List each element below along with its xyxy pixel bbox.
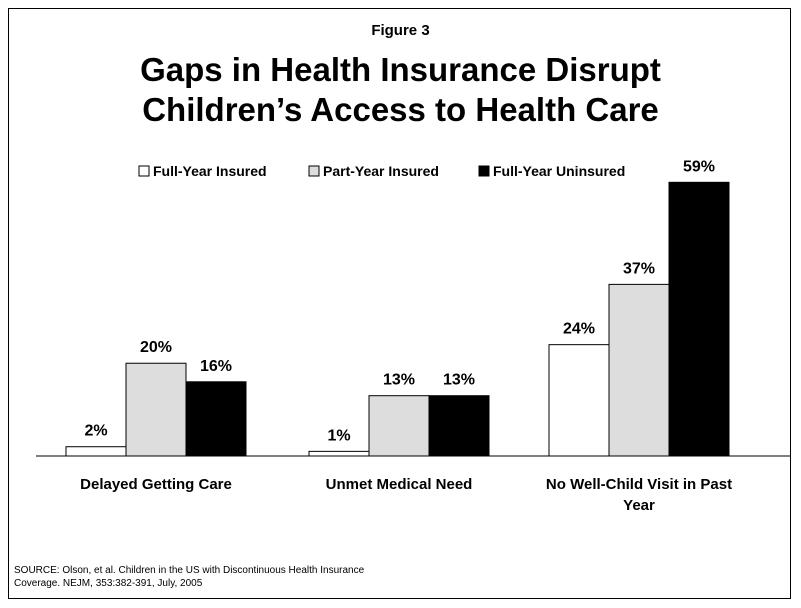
data-label: 37% — [623, 260, 655, 277]
legend-swatch — [138, 165, 150, 177]
bar — [368, 395, 430, 457]
legend-swatch — [478, 165, 490, 177]
category-label: Delayed Getting Care — [80, 476, 232, 493]
legend-label: Full-Year Uninsured — [493, 163, 625, 179]
bar — [65, 446, 127, 457]
figure-label: Figure 3 — [371, 22, 430, 39]
category-label: Unmet Medical Need — [326, 476, 473, 493]
chart-title: Gaps in Health Insurance Disrupt Childre… — [0, 50, 801, 130]
data-label: 59% — [683, 158, 715, 175]
bar — [125, 362, 187, 457]
legend-label: Part-Year Insured — [323, 163, 439, 179]
source-line-2: Coverage. NEJM, 353:382-391, July, 2005 — [14, 578, 203, 589]
source-line-1: SOURCE: Olson, et al. Children in the US… — [14, 565, 365, 576]
chart-title-line-1: Gaps in Health Insurance Disrupt — [140, 51, 661, 88]
bar — [608, 283, 670, 457]
data-label: 20% — [140, 339, 172, 356]
data-label: 13% — [383, 372, 415, 389]
bar — [185, 381, 247, 457]
source-note: SOURCE: Olson, et al. Children in the US… — [14, 564, 534, 590]
legend-swatch — [308, 165, 320, 177]
bar — [428, 395, 490, 457]
bar — [548, 344, 610, 457]
data-label: 1% — [327, 427, 350, 444]
category-label: No Well-Child Visit in Past — [546, 476, 732, 493]
data-label: 13% — [443, 372, 475, 389]
data-label: 16% — [200, 358, 232, 375]
chart-title-line-2: Children’s Access to Health Care — [142, 91, 659, 128]
data-label: 2% — [84, 423, 107, 440]
bar — [668, 181, 730, 457]
legend-label: Full-Year Insured — [153, 163, 267, 179]
category-label: Year — [623, 497, 655, 514]
bar — [308, 450, 370, 457]
data-label: 24% — [563, 321, 595, 338]
